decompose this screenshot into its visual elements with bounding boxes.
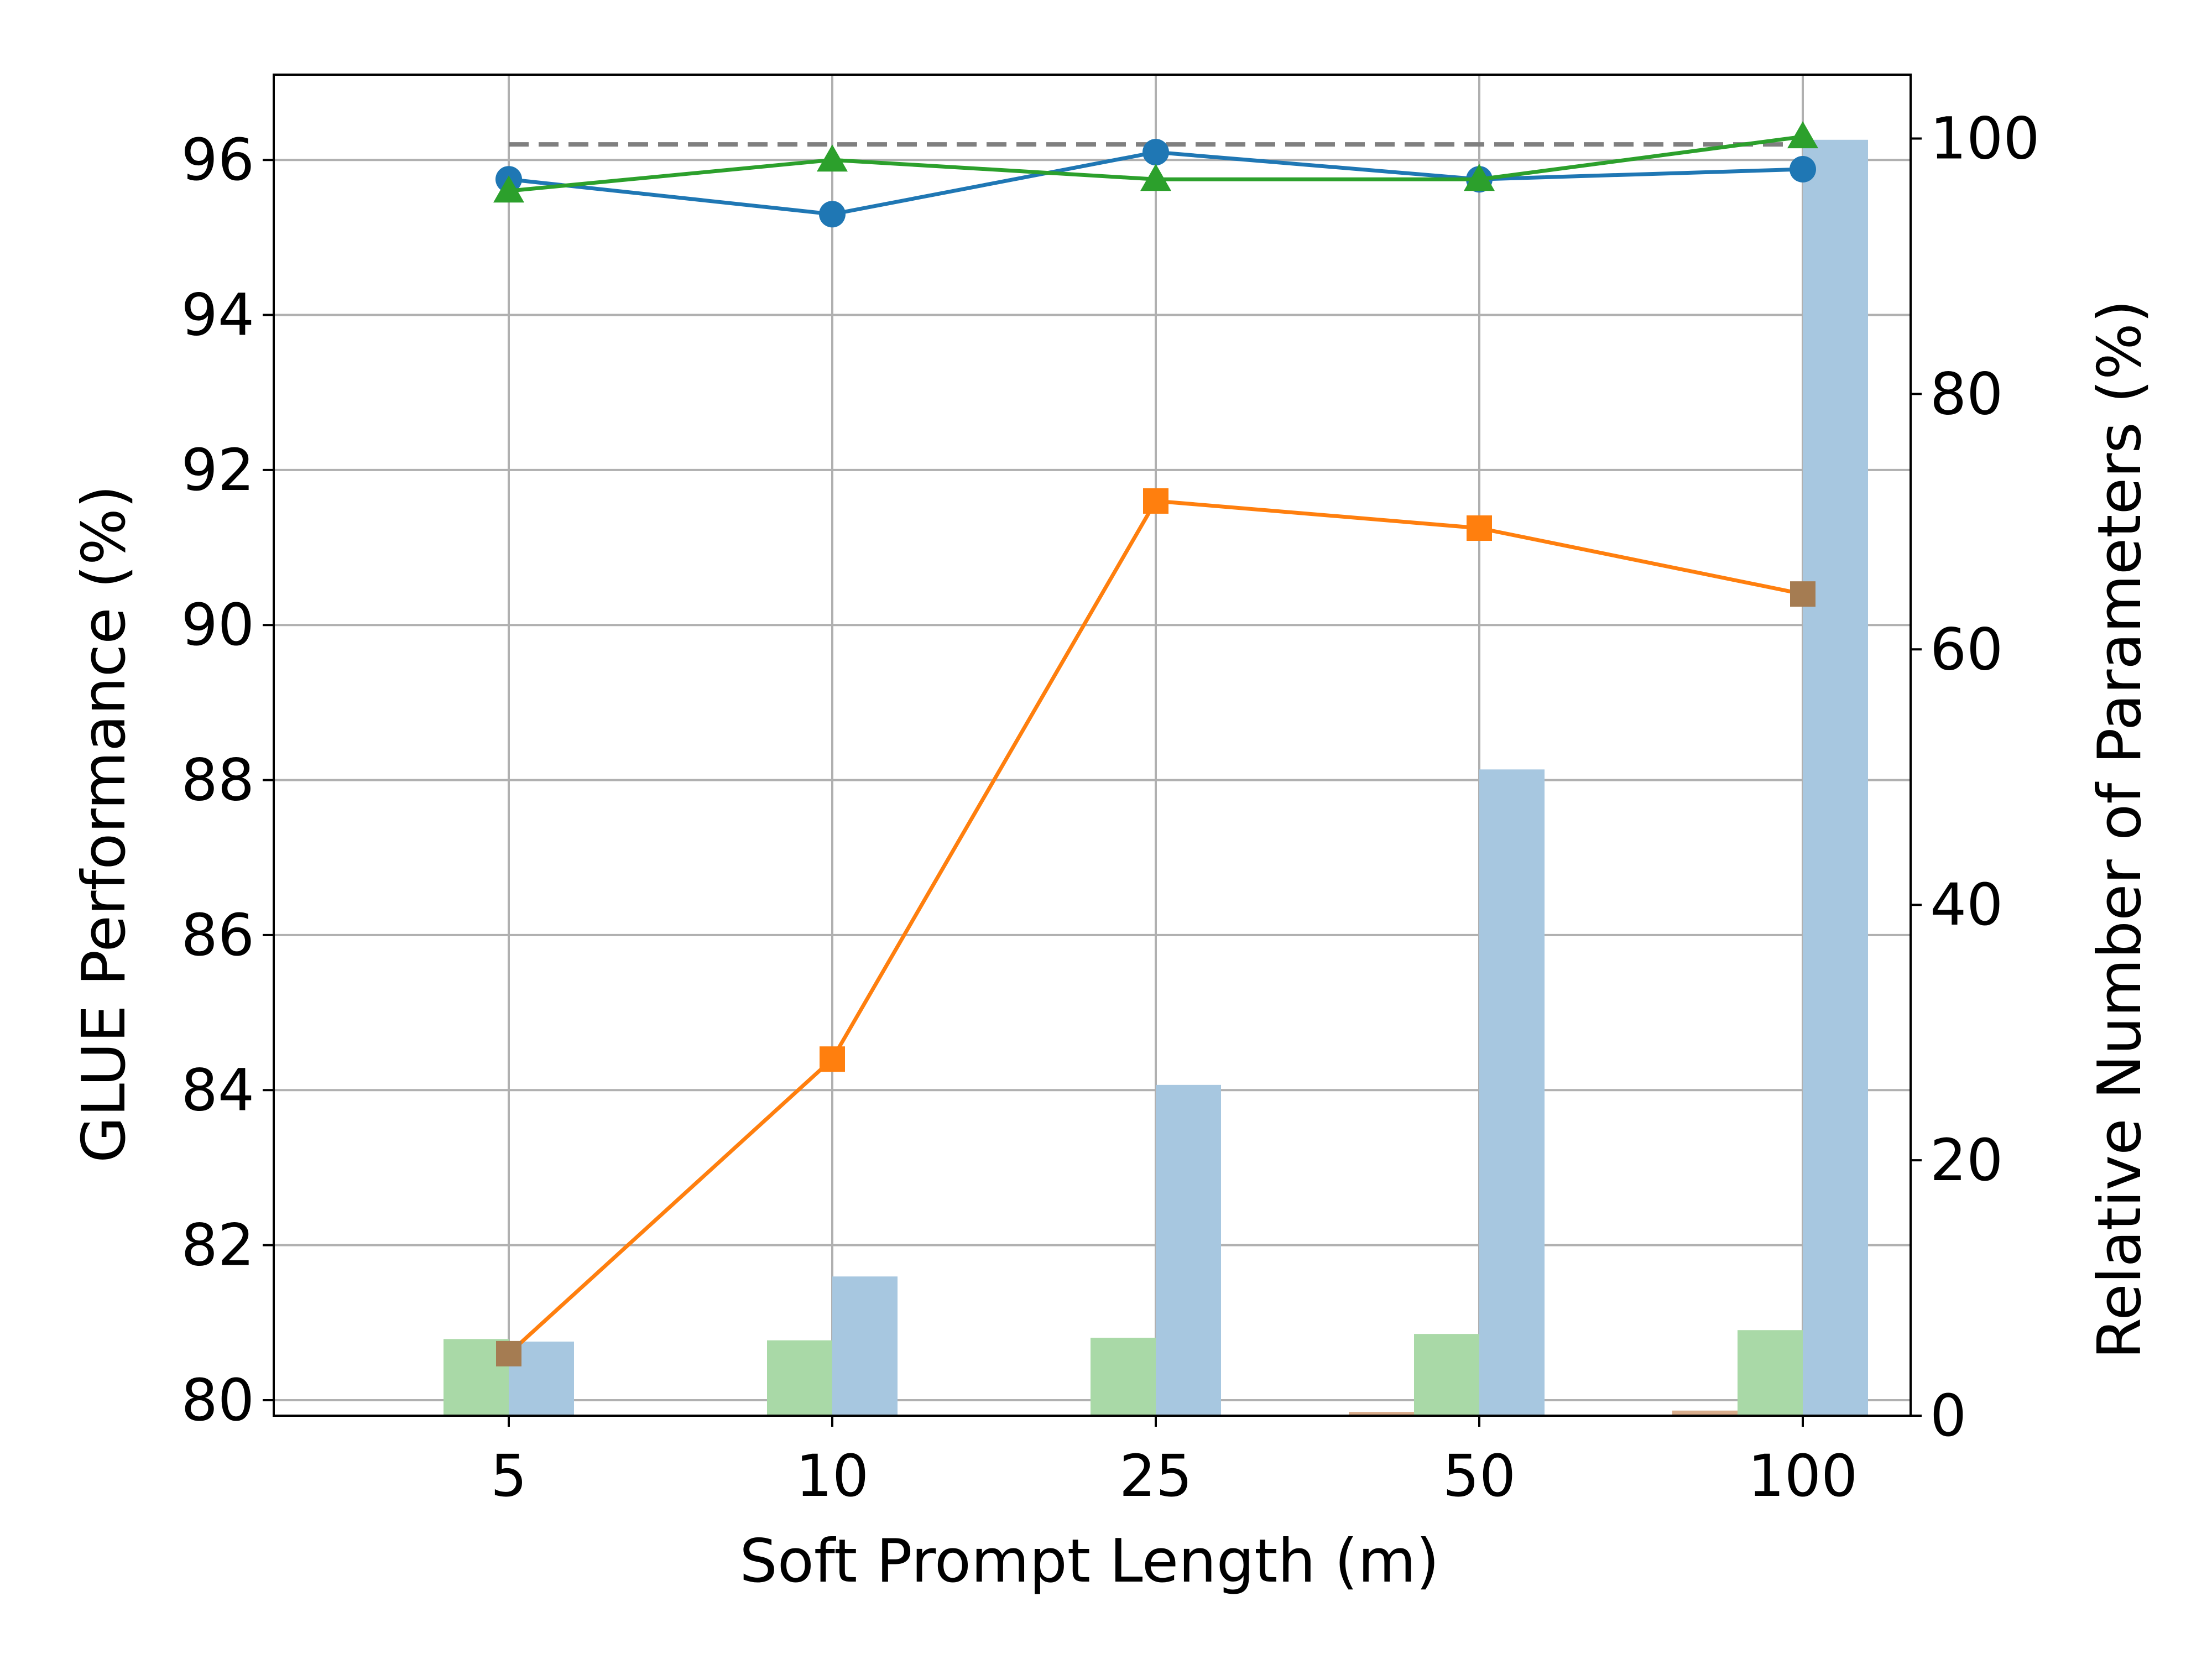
y-right-tick-label: 60 bbox=[1930, 615, 2003, 683]
bar-series-2-bar bbox=[1803, 139, 1868, 1416]
line-series-0-point bbox=[1142, 139, 1169, 166]
y-left-tick-label: 94 bbox=[181, 281, 254, 349]
y-left-tick-label: 84 bbox=[181, 1056, 254, 1124]
line-series-2-point bbox=[1790, 581, 1815, 607]
bar-series-0-bar bbox=[1349, 1412, 1414, 1416]
line-series-2-point bbox=[1143, 488, 1168, 514]
x-tick-label: 10 bbox=[796, 1442, 869, 1510]
y-left-tick-label: 86 bbox=[181, 901, 254, 969]
bar-series-1-bar bbox=[1091, 1338, 1156, 1416]
lines-layer bbox=[493, 121, 1818, 1366]
y-left-tick-label: 96 bbox=[181, 126, 254, 194]
plot-area-frame bbox=[273, 74, 1912, 1417]
x-tick-label: 50 bbox=[1443, 1442, 1516, 1510]
y-right-tick-label: 80 bbox=[1930, 360, 2003, 427]
x-tick-label: 5 bbox=[491, 1442, 527, 1510]
y-axis-left-label: GLUE Performance (%) bbox=[70, 485, 139, 1163]
line-series-1-point bbox=[1140, 164, 1171, 191]
y-left-tick-label: 80 bbox=[181, 1366, 254, 1434]
bar-series-1-bar bbox=[767, 1340, 832, 1416]
line-series-1-point bbox=[817, 144, 848, 172]
line-series-0-point bbox=[1790, 156, 1816, 183]
x-tick-label: 25 bbox=[1119, 1442, 1192, 1510]
line-series-1-point bbox=[1787, 121, 1818, 149]
y-right-tick-label: 100 bbox=[1930, 105, 2040, 172]
line-series-1-point bbox=[493, 175, 524, 203]
y-right-tick-label: 0 bbox=[1930, 1382, 1966, 1449]
bars-layer bbox=[444, 139, 1868, 1416]
bar-series-1-bar bbox=[1738, 1330, 1803, 1416]
bar-series-2-bar bbox=[832, 1276, 898, 1416]
bar-series-2-bar bbox=[1156, 1084, 1221, 1416]
axis-ticks: 80 82 84 86 88 90 92 94 96 5 10 25 50 100 0 20 40 60 80 100 bbox=[181, 105, 2040, 1510]
line-series-0-point bbox=[819, 201, 846, 228]
line-series-2-point bbox=[496, 1340, 521, 1366]
y-left-tick-label: 82 bbox=[181, 1212, 254, 1279]
y-left-tick-label: 88 bbox=[181, 747, 254, 814]
y-right-tick-label: 20 bbox=[1930, 1126, 2003, 1194]
bar-series-2-bar bbox=[1479, 769, 1545, 1416]
line-series-1-point bbox=[1464, 164, 1495, 191]
x-tick-label: 100 bbox=[1748, 1442, 1858, 1510]
y-axis-right-label: Relative Number of Parameters (%) bbox=[2085, 300, 2154, 1359]
bar-series-0-bar bbox=[1672, 1410, 1738, 1416]
x-axis-label: Soft Prompt Length (m) bbox=[739, 1527, 1439, 1596]
bar-series-1-bar bbox=[1414, 1334, 1479, 1416]
line-series-2-point bbox=[1467, 515, 1492, 541]
y-left-tick-label: 92 bbox=[181, 436, 254, 504]
line-series-2-point bbox=[820, 1046, 845, 1072]
y-left-tick-label: 90 bbox=[181, 591, 254, 659]
y-right-tick-label: 40 bbox=[1930, 871, 2003, 938]
